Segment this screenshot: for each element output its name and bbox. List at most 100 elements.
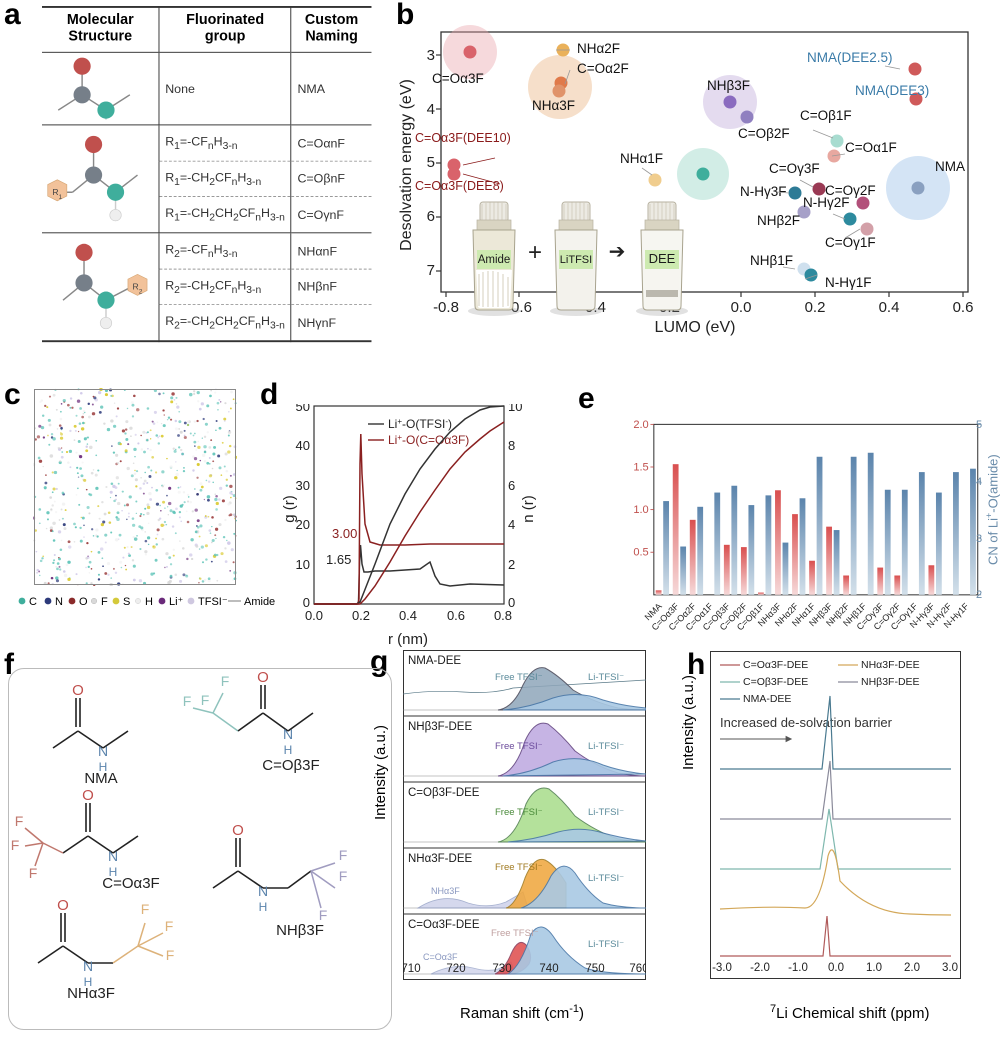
svg-text:N: N [55,596,63,608]
svg-text:H: H [259,900,268,914]
svg-text:F: F [141,901,150,917]
svg-text:O: O [57,897,69,914]
svg-text:Li-TFSI⁻: Li-TFSI⁻ [588,873,624,884]
svg-text:NHα3F: NHα3F [532,98,575,113]
svg-text:F: F [166,947,175,963]
svg-text:0.0: 0.0 [731,299,752,316]
svg-text:1.5: 1.5 [633,461,648,473]
svg-text:n (r): n (r) [520,495,537,523]
svg-text:730: 730 [492,963,511,975]
svg-text:NMA(DEE2.5): NMA(DEE2.5) [807,50,893,65]
svg-text:N: N [98,743,108,759]
svg-text:O: O [257,669,269,686]
svg-text:1.0: 1.0 [866,962,882,974]
svg-text:N: N [283,726,293,742]
svg-text:N-Hγ2F: N-Hγ2F [803,195,850,210]
svg-text:NHβ2F: NHβ2F [757,213,800,228]
svg-text:NHα2F: NHα2F [577,41,620,56]
svg-text:LUMO (eV): LUMO (eV) [655,319,736,336]
svg-text:-1.0: -1.0 [788,962,808,974]
svg-text:F: F [319,907,328,923]
svg-text:NHβ3F-DEE: NHβ3F-DEE [861,676,920,688]
svg-text:740: 740 [539,963,558,975]
svg-text:C=Oα3F(DEE10): C=Oα3F(DEE10) [415,131,511,145]
svg-text:C=Oα3F: C=Oα3F [432,71,484,86]
svg-text:NMA: NMA [935,159,965,174]
svg-text:F: F [221,673,230,689]
svg-text:NHα1F: NHα1F [620,151,663,166]
svg-text:F: F [29,865,38,881]
svg-text:O: O [82,787,94,804]
svg-text:Li-TFSI⁻: Li-TFSI⁻ [588,741,624,752]
svg-text:NHβ1F: NHβ1F [750,253,793,268]
svg-text:NMA-DEE: NMA-DEE [743,693,791,705]
svg-text:710: 710 [403,963,421,975]
svg-text:0.0: 0.0 [305,608,323,623]
svg-text:F: F [183,693,192,709]
svg-text:-2.0: -2.0 [750,962,770,974]
svg-text:O: O [79,596,88,608]
svg-text:0.4: 0.4 [399,608,417,623]
svg-text:F: F [11,837,20,853]
svg-text:2.0: 2.0 [633,419,648,431]
svg-text:750: 750 [585,963,604,975]
svg-text:0.6: 0.6 [953,299,974,316]
svg-text:NHβ3F: NHβ3F [707,78,750,93]
svg-text:g (r): g (r) [281,495,298,523]
svg-text:C: C [29,596,37,608]
svg-text:3: 3 [976,533,982,545]
svg-text:3.0: 3.0 [942,962,958,974]
svg-text:2.0: 2.0 [904,962,920,974]
svg-text:C=Oα3F-DEE: C=Oα3F-DEE [408,919,480,931]
svg-text:0.2: 0.2 [805,299,826,316]
svg-text:10: 10 [508,404,522,414]
svg-text:4: 4 [508,517,515,532]
svg-text:1.0: 1.0 [633,504,648,516]
svg-text:0.2: 0.2 [352,608,370,623]
svg-text:NHα3F-DEE: NHα3F-DEE [408,853,472,865]
svg-text:0.5: 0.5 [633,547,648,559]
svg-text:N: N [258,883,268,899]
svg-text:TFSI⁻: TFSI⁻ [198,596,228,608]
svg-text:NHα3F: NHα3F [431,886,460,896]
svg-text:Increased de-solvation barrier: Increased de-solvation barrier [720,715,893,730]
svg-text:3.00: 3.00 [332,526,357,541]
svg-text:0.0: 0.0 [828,962,844,974]
svg-text:-3.0: -3.0 [712,962,732,974]
svg-text:40: 40 [296,438,310,453]
svg-text:N: N [83,958,93,974]
svg-text:3: 3 [427,47,435,64]
svg-text:Free TFSI⁻: Free TFSI⁻ [495,807,543,818]
svg-text:NHβ3F-DEE: NHβ3F-DEE [408,721,472,733]
svg-text:10: 10 [296,557,310,572]
svg-text:Li+-O(TFSI-): Li+-O(TFSI-) [388,417,452,432]
svg-text:C=Oβ3F: C=Oβ3F [262,757,319,774]
svg-text:Free TFSI⁻: Free TFSI⁻ [495,741,543,752]
svg-text:7: 7 [427,262,435,279]
svg-text:Li-TFSI⁻: Li-TFSI⁻ [588,672,624,683]
svg-text:8: 8 [508,438,515,453]
svg-text:S: S [123,596,130,608]
svg-text:0.6: 0.6 [447,608,465,623]
svg-text:LiTFSI: LiTFSI [560,254,592,266]
svg-text:C=Oγ3F: C=Oγ3F [769,161,820,176]
svg-text:F: F [201,692,210,708]
svg-text:F: F [165,918,174,934]
svg-text:F: F [339,847,348,863]
svg-text:F: F [15,813,24,829]
svg-text:O: O [232,822,244,839]
svg-text:Free TFSI⁻: Free TFSI⁻ [491,928,539,939]
svg-text:+: + [528,239,542,266]
svg-text:N-Hγ3F: N-Hγ3F [740,184,787,199]
svg-text:F: F [101,596,108,608]
svg-text:N: N [108,848,118,864]
svg-text:C=Oα2F: C=Oα2F [577,61,629,76]
svg-text:Li⁺: Li⁺ [169,596,184,608]
svg-text:NHβ3F: NHβ3F [276,922,324,939]
svg-text:NMA-DEE: NMA-DEE [408,655,461,667]
svg-text:C=Oα1F: C=Oα1F [845,140,897,155]
svg-text:C=Oγ1F: C=Oγ1F [825,235,876,250]
svg-text:N-Hγ1F: N-Hγ1F [825,275,872,290]
svg-text:C=Oα3F: C=Oα3F [423,952,458,962]
svg-text:C=Oα3F-DEE: C=Oα3F-DEE [743,659,808,671]
